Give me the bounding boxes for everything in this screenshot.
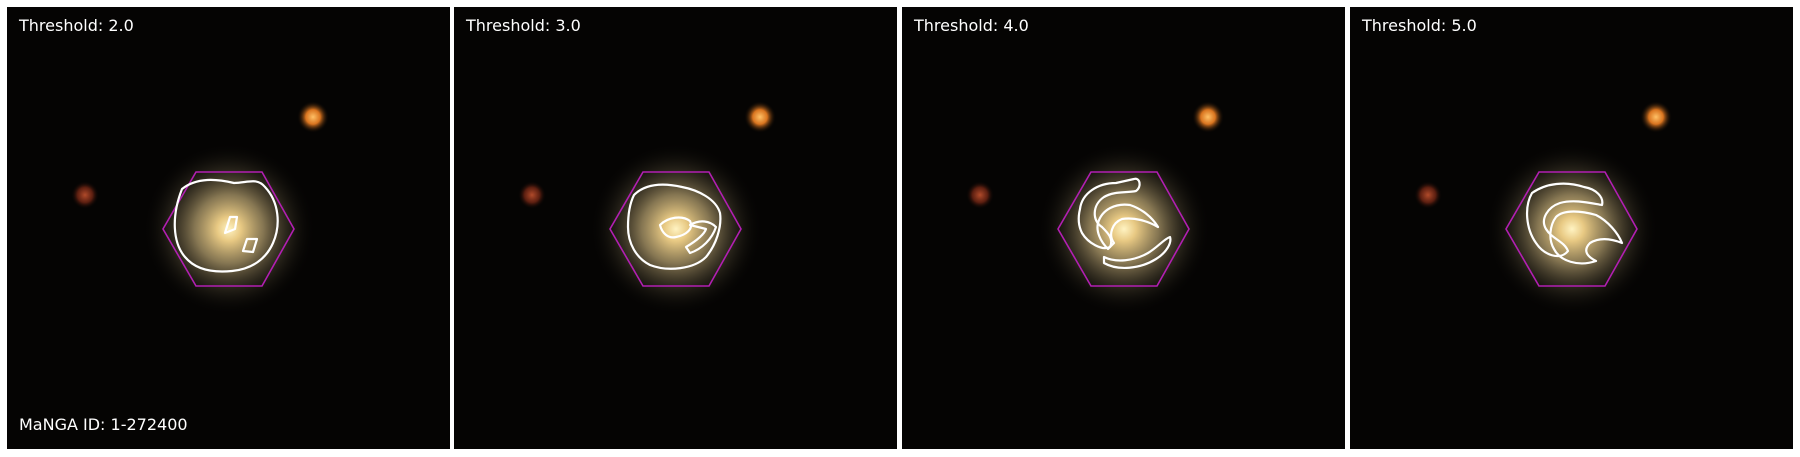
contour-overlay [173,178,279,273]
threshold-label: Threshold: 4.0 [914,16,1029,35]
ifu-hexagon [1057,171,1190,287]
manga-id-label: MaNGA ID: 1-272400 [19,415,188,434]
threshold-label: Threshold: 3.0 [466,16,581,35]
contour-overlay [1526,182,1624,265]
threshold-label: Threshold: 2.0 [19,16,134,35]
orange-star [1192,101,1224,133]
galaxy-image [454,7,897,449]
galaxy [590,143,762,315]
panel-threshold-3: Threshold: 3.0 [454,7,897,449]
ifu-hexagon [1505,171,1638,287]
orange-star [744,101,776,133]
galaxy [1038,143,1210,315]
panel-threshold-2: Threshold: 2.0 MaNGA ID: 1-272400 [7,7,450,449]
red-star [1414,181,1442,209]
threshold-label: Threshold: 5.0 [1362,16,1477,35]
ifu-hexagon [609,171,742,287]
panel-threshold-4: Threshold: 4.0 [902,7,1345,449]
galaxy-image [1350,7,1793,449]
red-star [966,181,994,209]
galaxy-image [902,7,1345,449]
contour-overlay [626,183,722,270]
contour-overlay [1077,177,1172,269]
red-star [71,181,99,209]
panel-threshold-5: Threshold: 5.0 [1350,7,1793,449]
red-star [518,181,546,209]
galaxy [1486,143,1658,315]
galaxy [143,143,315,315]
galaxy-image [7,7,450,449]
orange-star [1640,101,1672,133]
ifu-hexagon [162,171,295,287]
orange-star [297,101,329,133]
